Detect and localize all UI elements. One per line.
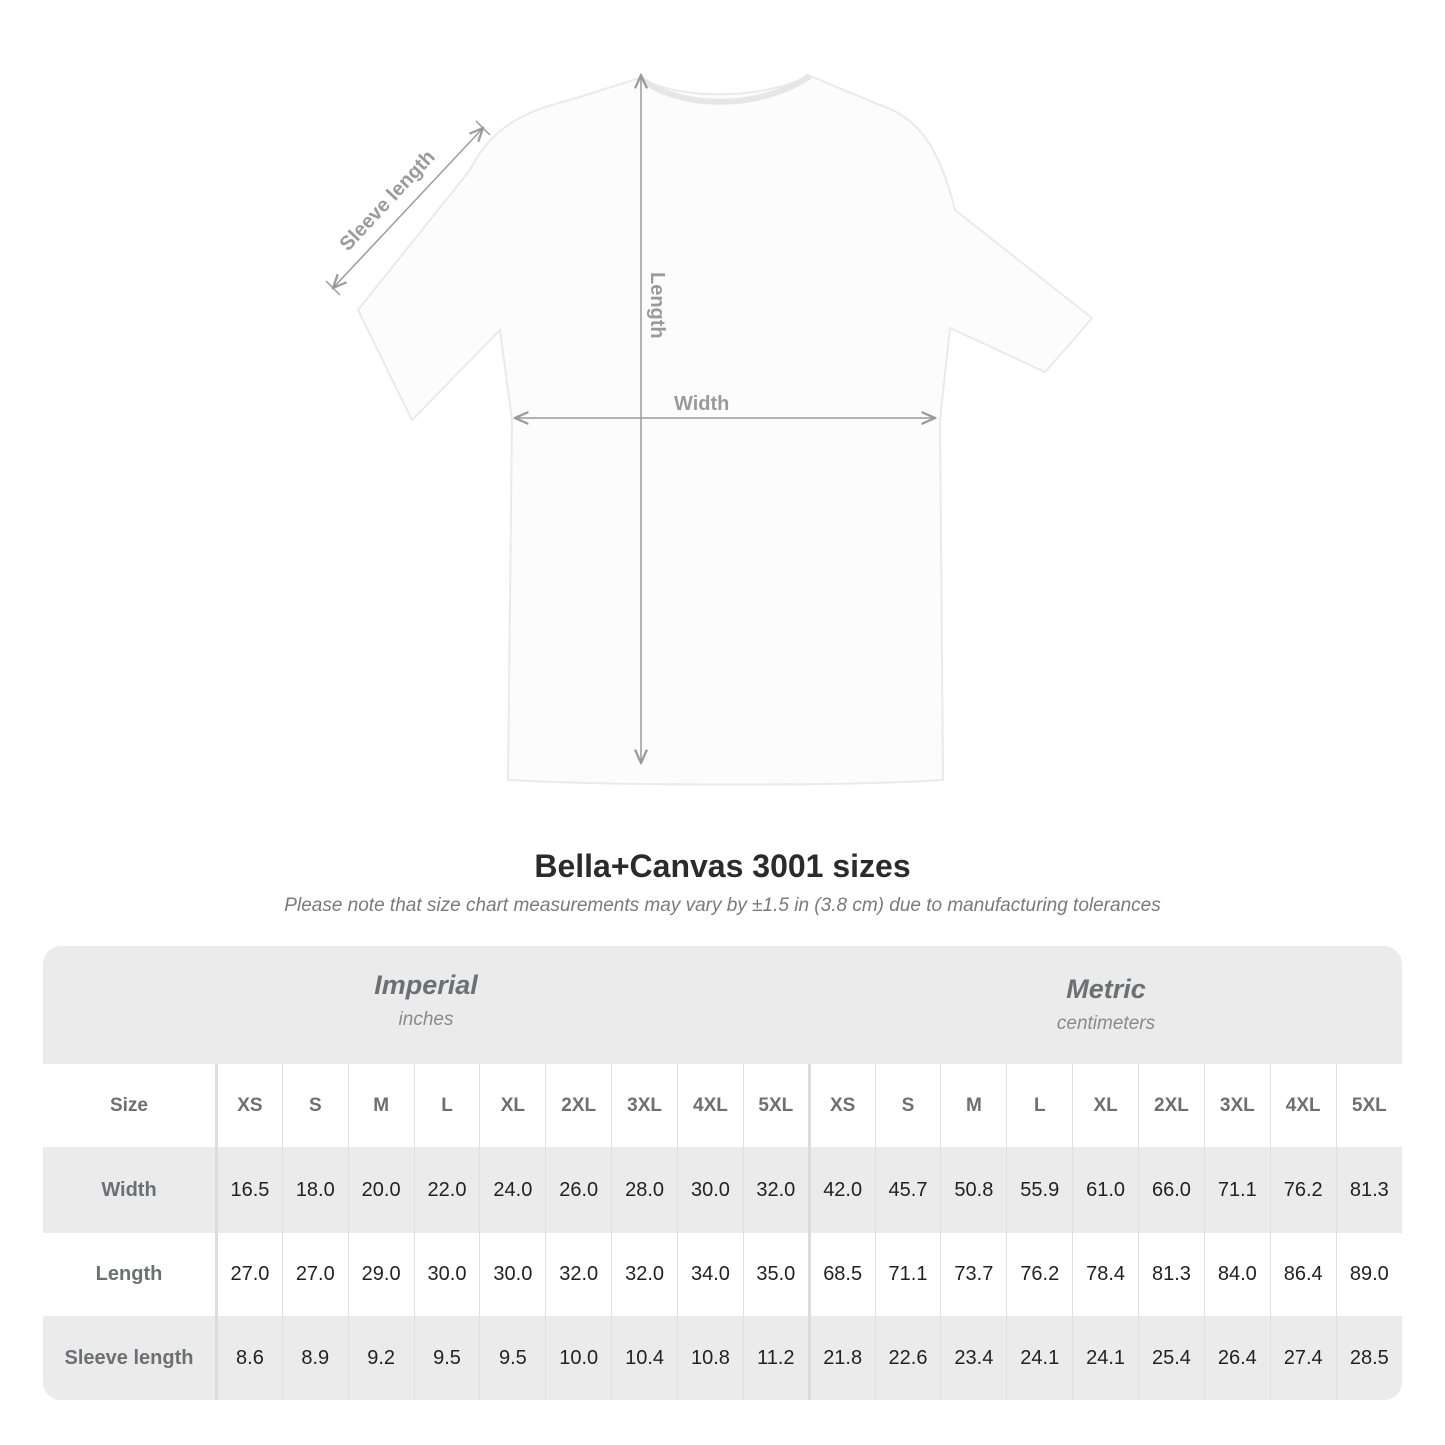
metric-value-cell: 25.4 [1138, 1316, 1205, 1400]
metric-value-cell: 23.4 [940, 1316, 1007, 1400]
imperial-value-cell: 18.0 [281, 1147, 349, 1233]
sleeve-measure-line [333, 128, 483, 288]
imperial-size-3XL: 3XL [611, 1064, 678, 1147]
row-label: Length [43, 1233, 218, 1316]
metric-value-cell: 76.2 [1269, 1147, 1337, 1233]
imperial-value-cell: 29.0 [347, 1233, 415, 1316]
imperial-value-cell: 34.0 [677, 1233, 744, 1316]
metric-size-XS: XS [807, 1064, 876, 1147]
imperial-value-cell: 9.2 [347, 1316, 415, 1400]
metric-value-cell: 28.5 [1335, 1316, 1402, 1400]
imperial-header: Imperial inches [215, 946, 637, 1088]
tshirt-diagram: Sleeve length Length Width [325, 0, 1094, 786]
metric-value-cell: 86.4 [1269, 1233, 1337, 1316]
metric-value-cell: 50.8 [940, 1147, 1007, 1233]
imperial-value-cell: 32.0 [611, 1233, 678, 1316]
imperial-title: Imperial [374, 970, 478, 1000]
metric-value-cell: 66.0 [1138, 1147, 1205, 1233]
chart-title: Bella+Canvas 3001 sizes [534, 848, 911, 884]
imperial-value-cell: 9.5 [413, 1316, 480, 1400]
imperial-value-cell: 9.5 [479, 1316, 546, 1400]
metric-size-2XL: 2XL [1138, 1064, 1205, 1147]
imperial-size-2XL: 2XL [545, 1064, 612, 1147]
metric-size-S: S [874, 1064, 941, 1147]
metric-value-cell: 71.1 [874, 1233, 941, 1316]
imperial-size-S: S [281, 1064, 349, 1147]
imperial-value-cell: 10.4 [611, 1316, 678, 1400]
table-header-row: Size XS S M L XL 2XL 3XL 4XL 5XL XS S M L XL 2XL 3XL 4XL 5… [43, 1064, 1402, 1147]
size-header: Size [43, 1064, 218, 1147]
metric-value-cell: 21.8 [807, 1316, 876, 1400]
imperial-size-M: M [347, 1064, 415, 1147]
metric-title: Metric [1066, 974, 1146, 1004]
metric-value-cell: 73.7 [940, 1233, 1007, 1316]
length-label: Length [646, 272, 668, 339]
imperial-value-cell: 20.0 [347, 1147, 415, 1233]
imperial-size-XL: XL [479, 1064, 546, 1147]
metric-value-cell: 84.0 [1203, 1233, 1271, 1316]
metric-value-cell: 24.1 [1006, 1316, 1073, 1400]
metric-size-5XL: 5XL [1335, 1064, 1402, 1147]
imperial-value-cell: 24.0 [479, 1147, 546, 1233]
imperial-size-5XL: 5XL [742, 1064, 810, 1147]
imperial-value-cell: 28.0 [611, 1147, 678, 1233]
imperial-value-cell: 30.0 [479, 1233, 546, 1316]
row-label: Width [43, 1147, 218, 1233]
metric-value-cell: 27.4 [1269, 1316, 1337, 1400]
metric-value-cell: 78.4 [1072, 1233, 1139, 1316]
imperial-value-cell: 8.9 [281, 1316, 349, 1400]
imperial-size-L: L [413, 1064, 480, 1147]
metric-value-cell: 68.5 [807, 1233, 876, 1316]
metric-value-cell: 26.4 [1203, 1316, 1271, 1400]
size-table: Size XS S M L XL 2XL 3XL 4XL 5XL XS S M L XL 2XL 3XL 4XL 5… [43, 1064, 1402, 1400]
metric-size-4XL: 4XL [1269, 1064, 1337, 1147]
imperial-value-cell: 10.0 [545, 1316, 612, 1400]
metric-value-cell: 81.3 [1335, 1147, 1402, 1233]
metric-value-cell: 22.6 [874, 1316, 941, 1400]
imperial-value-cell: 10.8 [677, 1316, 744, 1400]
imperial-value-cell: 22.0 [413, 1147, 480, 1233]
imperial-value-cell: 35.0 [742, 1233, 810, 1316]
metric-header: Metric centimeters [810, 946, 1402, 1092]
metric-value-cell: 42.0 [807, 1147, 876, 1233]
imperial-value-cell: 11.2 [742, 1316, 810, 1400]
imperial-value-cell: 27.0 [216, 1233, 283, 1316]
metric-size-3XL: 3XL [1203, 1064, 1271, 1147]
metric-value-cell: 89.0 [1335, 1233, 1402, 1316]
imperial-unit: inches [398, 1009, 454, 1030]
metric-value-cell: 45.7 [874, 1147, 941, 1233]
imperial-value-cell: 32.0 [545, 1233, 612, 1316]
metric-value-cell: 71.1 [1203, 1147, 1271, 1233]
width-label: Width [674, 393, 729, 415]
metric-size-L: L [1006, 1064, 1073, 1147]
row-label: Sleeve length [43, 1316, 218, 1400]
imperial-value-cell: 8.6 [216, 1316, 283, 1400]
imperial-size-4XL: 4XL [677, 1064, 744, 1147]
metric-size-M: M [940, 1064, 1007, 1147]
imperial-value-cell: 30.0 [413, 1233, 480, 1316]
table-row: Length 27.0 27.0 29.0 30.0 30.0 32.0 32.0 34.0 35… [43, 1233, 1402, 1316]
imperial-value-cell: 26.0 [545, 1147, 612, 1233]
metric-value-cell: 61.0 [1072, 1147, 1139, 1233]
tolerance-note: Please note that size chart measurements… [284, 895, 1161, 916]
imperial-value-cell: 32.0 [742, 1147, 810, 1233]
table-row: Width 16.5 18.0 20.0 22.0 24.0 26.0 28.0 30.0 32.… [43, 1147, 1402, 1233]
metric-value-cell: 55.9 [1006, 1147, 1073, 1233]
imperial-value-cell: 27.0 [281, 1233, 349, 1316]
metric-unit: centimeters [1056, 1013, 1156, 1034]
metric-value-cell: 76.2 [1006, 1233, 1073, 1316]
metric-value-cell: 81.3 [1138, 1233, 1205, 1316]
size-table-panel: Imperial inches Metric centimeters Size X… [43, 946, 1402, 1400]
tshirt-shape [356, 74, 1094, 786]
imperial-size-XS: XS [216, 1064, 283, 1147]
imperial-value-cell: 30.0 [677, 1147, 744, 1233]
table-row: Sleeve length 8.6 8.9 9.2 9.5 9.5 10.0 10.4 10.8… [43, 1316, 1402, 1400]
imperial-value-cell: 16.5 [216, 1147, 283, 1233]
metric-size-XL: XL [1072, 1064, 1139, 1147]
metric-value-cell: 24.1 [1072, 1316, 1139, 1400]
